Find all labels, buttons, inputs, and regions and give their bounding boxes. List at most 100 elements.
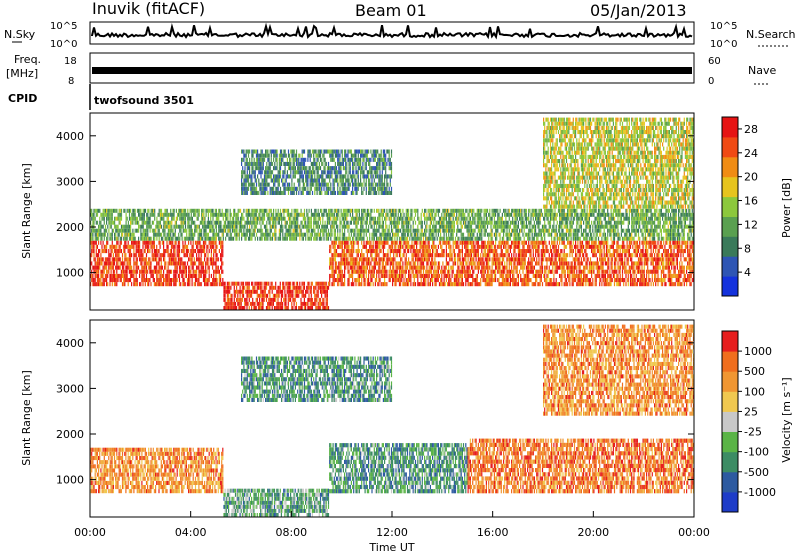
range-cell xyxy=(107,240,109,245)
range-cell xyxy=(125,216,127,221)
range-cell xyxy=(121,257,124,262)
range-cell xyxy=(514,257,516,262)
range-cell xyxy=(652,257,654,262)
range-cell xyxy=(449,273,451,278)
range-cell xyxy=(255,212,258,217)
range-cell xyxy=(602,265,604,270)
range-cell xyxy=(355,257,357,262)
range-cell xyxy=(167,278,169,283)
range-cell xyxy=(586,244,588,249)
range-cell xyxy=(214,224,216,229)
range-cell xyxy=(642,269,644,274)
range-cell xyxy=(222,244,224,249)
range-cell xyxy=(418,257,420,262)
range-cell xyxy=(602,278,604,283)
range-cell xyxy=(569,278,571,283)
range-cell xyxy=(505,253,507,258)
range-cell xyxy=(581,282,584,287)
range-cell xyxy=(587,244,589,249)
range-cell xyxy=(372,257,374,262)
range-cell xyxy=(453,253,455,258)
range-cell xyxy=(102,240,104,245)
range-cell xyxy=(215,220,217,225)
range-cell xyxy=(536,257,538,262)
range-cell xyxy=(642,240,644,245)
range-cell xyxy=(413,261,415,266)
range-cell xyxy=(579,265,581,270)
range-cell xyxy=(93,228,95,233)
range-cell xyxy=(397,265,399,270)
range-cell xyxy=(556,249,558,254)
range-cell xyxy=(488,269,490,274)
range-cell xyxy=(164,278,166,283)
range-cell xyxy=(671,244,673,249)
range-cell xyxy=(286,232,288,237)
range-cell xyxy=(135,253,137,258)
range-cell xyxy=(419,265,421,270)
range-cell xyxy=(202,273,205,278)
range-cell xyxy=(642,244,644,249)
range-cell xyxy=(517,249,519,254)
range-cell xyxy=(530,265,532,270)
range-cell xyxy=(481,273,483,278)
range-cell xyxy=(262,289,264,294)
range-cell xyxy=(175,236,177,241)
range-cell xyxy=(256,285,258,290)
range-cell xyxy=(517,253,519,258)
range-cell xyxy=(659,257,661,262)
range-cell xyxy=(166,269,168,274)
range-cell xyxy=(528,282,530,287)
range-cell xyxy=(103,208,105,213)
range-cell xyxy=(101,216,103,221)
range-cell xyxy=(315,306,317,310)
range-cell xyxy=(400,244,402,249)
range-cell xyxy=(136,228,139,233)
range-cell xyxy=(609,282,611,287)
range-cell xyxy=(584,265,586,270)
range-cell xyxy=(123,269,125,274)
range-cell xyxy=(646,244,648,249)
range-cell xyxy=(611,244,613,249)
range-cell xyxy=(569,273,571,278)
range-cell xyxy=(682,253,684,258)
range-cell xyxy=(119,240,121,245)
range-cell xyxy=(627,269,629,274)
range-cell xyxy=(513,261,515,266)
range-cell xyxy=(535,261,537,266)
range-cell xyxy=(583,278,585,283)
range-cell xyxy=(127,244,129,249)
range-cell xyxy=(629,253,632,258)
range-cell xyxy=(133,236,135,241)
range-cell xyxy=(530,269,532,274)
range-cell xyxy=(442,249,444,254)
range-cell xyxy=(285,293,287,298)
range-cell xyxy=(477,244,479,249)
range-cell xyxy=(259,297,261,302)
range-cell xyxy=(114,232,116,237)
range-cell xyxy=(377,249,379,254)
range-cell xyxy=(212,208,214,213)
range-cell xyxy=(659,240,661,245)
range-cell xyxy=(111,212,113,217)
range-cell xyxy=(91,208,93,213)
range-cell xyxy=(159,257,161,262)
range-cell xyxy=(207,236,209,241)
range-cell xyxy=(658,261,660,266)
range-cell xyxy=(667,265,669,270)
range-cell xyxy=(98,236,100,241)
range-cell xyxy=(156,224,158,229)
range-cell xyxy=(228,224,230,229)
range-cell xyxy=(149,257,151,262)
range-cell xyxy=(524,282,526,287)
range-cell xyxy=(321,281,323,286)
range-cell xyxy=(134,261,136,266)
range-cell xyxy=(508,261,510,266)
range-cell xyxy=(381,257,383,262)
range-cell xyxy=(326,285,328,290)
range-cell xyxy=(644,261,646,266)
range-cell xyxy=(174,249,176,254)
range-cell xyxy=(446,261,449,266)
range-cell xyxy=(125,257,127,262)
range-cell xyxy=(632,269,634,274)
range-cell xyxy=(384,269,386,274)
